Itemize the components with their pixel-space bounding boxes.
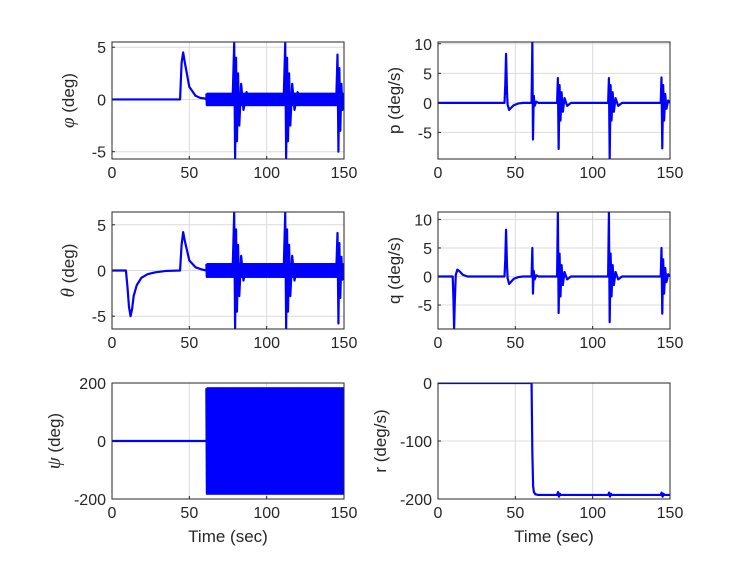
- series-oscillation-band: [205, 387, 344, 495]
- x-tick-label: 150: [657, 165, 684, 182]
- series-line: [438, 212, 670, 329]
- y-tick-label: -200: [400, 492, 432, 509]
- y-tick-label: 0: [97, 264, 106, 281]
- plot-area: [112, 42, 344, 159]
- subplot-q: 0 50 100 150 -5 0 5 10 q (deg/s): [385, 211, 684, 352]
- y-axis-label: ψ (deg): [44, 413, 65, 469]
- y-axis-label: θ (deg): [58, 244, 79, 298]
- x-tick-label: 150: [657, 505, 684, 522]
- axes-box: [437, 211, 671, 330]
- series-line: [438, 42, 670, 159]
- axes-frame: [111, 41, 345, 160]
- y-tick-label: -5: [92, 145, 106, 162]
- plot-area: [438, 383, 670, 498]
- x-tick-label: 0: [108, 505, 117, 522]
- y-tick-label: 5: [97, 40, 106, 57]
- series-oscillation-band: [205, 92, 344, 107]
- y-tick-label: -5: [418, 125, 432, 142]
- x-tick-label: 100: [579, 505, 606, 522]
- y-tick-label: -5: [92, 309, 106, 326]
- x-tick-label: 50: [506, 505, 524, 522]
- y-tick-label: -200: [74, 492, 106, 509]
- x-tick-label: 100: [253, 505, 280, 522]
- y-tick-label: 10: [414, 37, 432, 54]
- x-tick-label: 0: [108, 165, 117, 182]
- x-tick-label: 0: [108, 335, 117, 352]
- x-tick-label: 150: [657, 335, 684, 352]
- plot-area: [438, 212, 670, 329]
- x-tick-label: 50: [180, 335, 198, 352]
- y-tick-label: 0: [97, 434, 106, 451]
- y-tick-label: 5: [423, 241, 432, 258]
- y-tick-label: 0: [423, 96, 432, 113]
- x-tick-label: 0: [434, 165, 443, 182]
- x-tick-label: 150: [331, 335, 358, 352]
- x-tick-label: 100: [253, 335, 280, 352]
- x-tick-label: 150: [331, 165, 358, 182]
- plot-area: [438, 42, 670, 159]
- axes-box: [437, 41, 671, 160]
- subplot-p: 0 50 100 150 -5 0 5 10 p (deg/s): [385, 37, 683, 182]
- y-tick-label: 5: [423, 66, 432, 83]
- x-tick-label: 50: [180, 165, 198, 182]
- x-axis-label: Time (sec): [188, 527, 268, 546]
- axes-frame: [437, 211, 671, 330]
- y-tick-label: 0: [97, 92, 106, 109]
- x-tick-label: 50: [180, 505, 198, 522]
- series-oscillation-band: [205, 263, 344, 278]
- y-axis-label: q (deg/s): [385, 237, 404, 304]
- x-tick-label: 50: [506, 165, 524, 182]
- y-axis-label: p (deg/s): [385, 67, 404, 134]
- y-tick-label: 10: [414, 212, 432, 229]
- x-tick-label: 50: [506, 335, 524, 352]
- x-tick-label: 100: [579, 165, 606, 182]
- x-tick-label: 0: [434, 505, 443, 522]
- series-line: [112, 42, 344, 159]
- plot-area: [112, 212, 344, 329]
- subplot-r: 0 50 100 150 -200 -100 0 r (deg/s) Time (sec): [371, 376, 683, 546]
- y-tick-label: -5: [418, 298, 432, 315]
- axes-frame: [437, 41, 671, 160]
- y-axis-label: r (deg/s): [371, 409, 390, 472]
- x-tick-label: 100: [253, 165, 280, 182]
- x-tick-label: 100: [579, 335, 606, 352]
- series-line: [438, 383, 670, 498]
- y-tick-label: 0: [423, 376, 432, 393]
- x-tick-label: 150: [331, 505, 358, 522]
- y-axis-label: φ (deg): [58, 73, 79, 128]
- y-tick-label: 5: [97, 218, 106, 235]
- y-tick-label: -100: [400, 434, 432, 451]
- x-tick-label: 0: [434, 335, 443, 352]
- x-axis-label: Time (sec): [514, 527, 594, 546]
- series-line: [112, 212, 344, 329]
- y-tick-label: 0: [423, 269, 432, 286]
- plot-area: [112, 387, 344, 495]
- y-tick-label: 200: [79, 376, 106, 393]
